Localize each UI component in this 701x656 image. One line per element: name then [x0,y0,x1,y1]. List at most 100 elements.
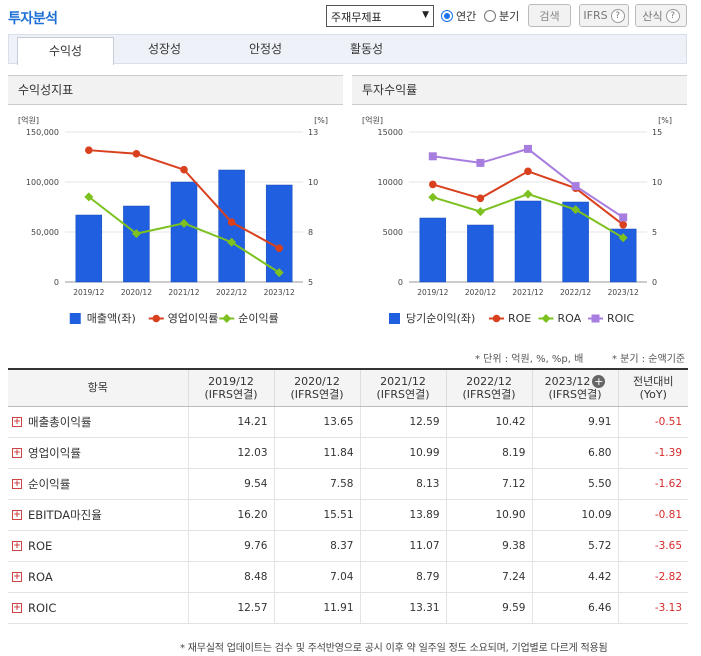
value-cell: 8.48 [187,561,274,593]
row-label: 순이익률 [28,476,71,491]
ifrs-help-button[interactable]: IFRS? [579,4,629,27]
x-tick-label: 2021/12 [168,288,199,297]
x-tick-label: 2020/12 [121,288,152,297]
col-year: 2023/12 [544,374,591,388]
series-point [619,213,628,222]
header-yoy: 전년대비 (YoY) [617,369,688,407]
bar-mark [170,181,198,283]
value-cell: 14.21 [187,406,274,438]
table-header-row: 항목 2019/12 (IFRS연결) 2020/12 (IFRS연결) 2021/… [8,369,688,407]
value-cell: 8.37 [273,530,360,562]
question-icon: ? [665,8,680,23]
col-sub: (IFRS연결) [376,387,430,401]
expand-plus-icon[interactable]: + [12,510,22,520]
expand-plus-icon[interactable]: + [12,541,22,551]
series-point [429,180,437,189]
yoy-cell: -0.51 [617,406,688,438]
series-point [524,144,532,153]
chart-title: 투자수익률 [352,75,687,105]
tab-activity[interactable]: 활동성 [349,42,384,56]
bar-mark [419,217,447,283]
value-cell: 8.13 [359,468,446,500]
legend-label: ROE [508,312,531,325]
row-label-cell[interactable]: + 매출총이익률 [8,406,188,438]
radio-quarter[interactable]: 분기 [484,8,519,24]
row-label-cell[interactable]: + 순이익률 [8,468,188,500]
ifrs-label: IFRS [583,9,608,22]
bar-mark [265,184,293,283]
left-tick-label: 5000 [383,228,403,237]
radio-quarter-label: 분기 [499,10,520,23]
row-label-cell[interactable]: + ROIC [8,592,188,624]
value-cell: 13.65 [273,406,360,438]
value-cell: 9.91 [531,406,618,438]
col-sub: (IFRS연결) [290,387,344,401]
row-label: 매출총이익률 [28,414,92,429]
add-column-icon[interactable]: + [592,374,606,388]
tab-profitability[interactable]: 수익성 [17,37,114,65]
statement-type-select[interactable]: 주재무제표 ▼ [326,5,434,27]
value-cell: 10.09 [531,499,618,531]
value-cell: 6.80 [531,437,618,469]
row-label-cell[interactable]: + 영업이익률 [8,437,188,469]
value-cell: 12.57 [187,592,274,624]
row-label: EBITDA마진율 [28,507,102,522]
x-tick-label: 2023/12 [264,288,295,297]
right-tick-label: 8 [308,228,313,237]
series-point [132,149,141,158]
legend-marker [222,314,232,323]
col-year: 2021/12 [380,374,426,388]
x-tick-label: 2022/12 [560,288,591,297]
legend-label: 순이익률 [238,312,278,325]
radio-annual[interactable]: 연간 [441,8,476,24]
table-row: + 매출총이익률 14.21 13.65 12.59 10.42 9.91 -0.51 [8,406,688,438]
row-label-cell[interactable]: + EBITDA마진율 [8,499,188,531]
header-col: 2020/12 (IFRS연결) [273,369,360,407]
series-point [179,218,189,228]
right-tick-label: 5 [652,228,657,237]
legend-item: 당기순이익(좌) [389,312,475,325]
left-tick-label: 10000 [378,178,403,187]
series-point [84,192,94,202]
expand-plus-icon[interactable]: + [12,479,22,489]
formula-label: 산식 [642,9,663,23]
value-cell: 12.59 [359,406,446,438]
footer-note: * 재무실적 업데이트는 검수 및 주석반영으로 공시 이후 약 일주일 정도 … [180,643,608,654]
chart-title: 수익성지표 [8,75,343,105]
left-tick-label: 15000 [378,128,403,137]
series-point [524,167,532,176]
left-tick-label: 0 [54,278,59,287]
legend-item: 매출액(좌) [69,312,136,325]
table-row: + ROA 8.48 7.04 8.79 7.24 4.42 -2.82 [8,561,688,593]
value-cell: 10.90 [445,499,532,531]
col-sub: (IFRS연결) [204,387,258,401]
value-cell: 7.58 [273,468,360,500]
value-cell: 11.91 [273,592,360,624]
x-tick-label: 2023/12 [608,288,639,297]
right-axis-unit: [%] [314,116,328,125]
formula-help-button[interactable]: 산식? [635,4,687,27]
legend-item: 영업이익률 [148,312,218,325]
value-cell: 13.89 [359,499,446,531]
series-point [523,189,533,199]
series-point [227,218,236,226]
row-label-cell[interactable]: + ROA [8,561,188,593]
expand-plus-icon[interactable]: + [12,448,22,458]
search-button[interactable]: 검색 [528,4,571,27]
expand-plus-icon[interactable]: + [12,603,22,613]
yoy-cell: -3.65 [617,530,688,562]
expand-plus-icon[interactable]: + [12,572,22,582]
row-label-cell[interactable]: + ROE [8,530,188,562]
yoy-cell: -1.62 [617,468,688,500]
expand-plus-icon[interactable]: + [12,417,22,427]
value-cell: 8.79 [359,561,446,593]
value-cell: 7.04 [273,561,360,593]
bar-mark [514,200,542,283]
col-year: 2020/12 [294,374,340,388]
value-cell: 16.20 [187,499,274,531]
tab-growth[interactable]: 성장성 [147,42,182,56]
value-cell: 9.54 [187,468,274,500]
question-icon: ? [610,8,625,23]
value-cell: 9.38 [445,530,532,562]
tab-stability[interactable]: 안정성 [248,42,283,56]
